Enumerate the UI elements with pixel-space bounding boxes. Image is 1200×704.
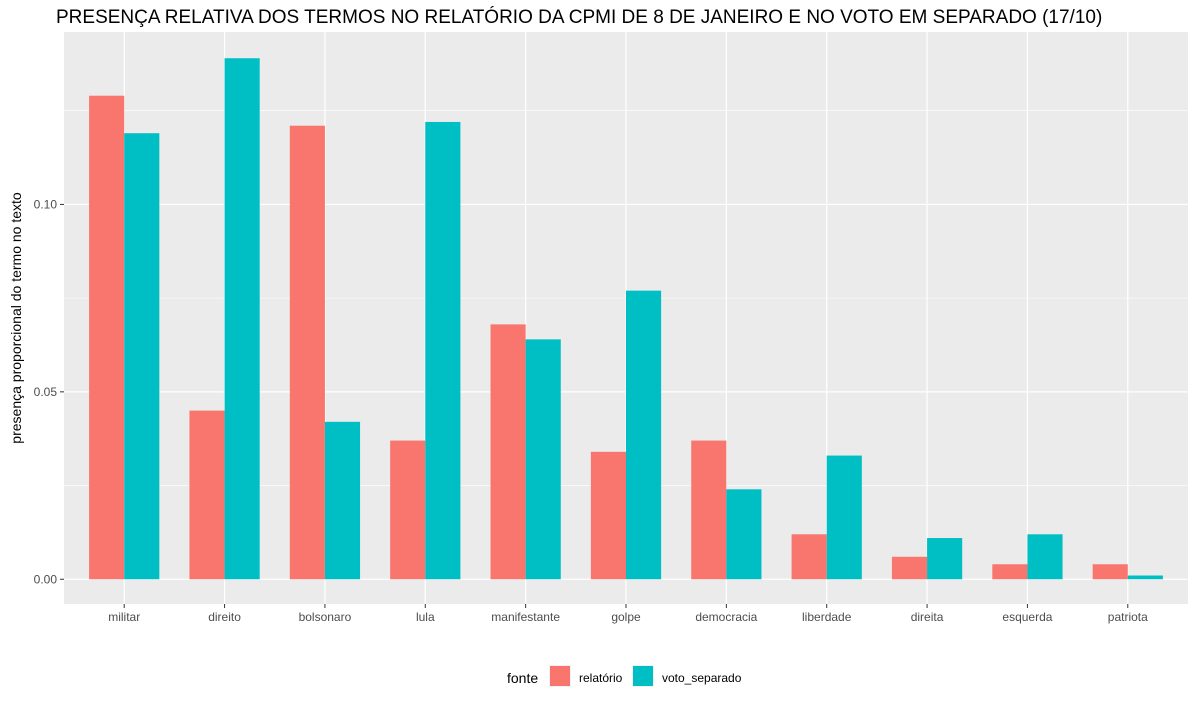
bar-voto_separado-lula: [425, 121, 461, 580]
y-axis-ticks: 0.00 0.05 0.10: [34, 197, 64, 586]
bars: [89, 58, 1163, 580]
legend-label: voto_separado: [662, 671, 742, 685]
bar-relatrio-militar: [89, 95, 125, 580]
bar-relatrio-direita: [891, 556, 928, 580]
x-tick-label: militar: [108, 610, 140, 624]
bar-relatrio-democracia: [691, 440, 727, 580]
x-tick-label: direito: [208, 610, 241, 624]
bar-relatrio-direito: [189, 410, 225, 580]
y-tick-label: 0.05: [34, 385, 58, 399]
bar-relatrio-lula: [390, 440, 426, 580]
legend-label: relatório: [579, 671, 623, 685]
x-tick-label: lula: [416, 610, 435, 624]
x-tick-label: liberdade: [802, 610, 852, 624]
bar-voto_separado-direito: [224, 58, 260, 580]
x-tick-label: manifestante: [491, 610, 560, 624]
x-tick-label: direita: [911, 610, 944, 624]
legend: fonte relatório voto_separado: [507, 665, 742, 687]
bar-relatrio-golpe: [590, 451, 626, 580]
bar-voto_separado-manifestante: [525, 339, 561, 580]
bar-voto_separado-liberdade: [826, 455, 862, 580]
y-tick-label: 0.10: [34, 197, 58, 211]
y-axis-title: presença proporcional do termo no texto: [8, 192, 24, 444]
x-tick-label: patriota: [1108, 610, 1148, 624]
legend-title: fonte: [507, 670, 538, 686]
bar-relatrio-esquerda: [992, 564, 1028, 580]
bar-voto_separado-golpe: [626, 290, 662, 580]
legend-key: [550, 666, 570, 686]
bar-relatrio-manifestante: [490, 324, 526, 580]
x-tick-label: golpe: [611, 610, 641, 624]
x-tick-label: esquerda: [1002, 610, 1052, 624]
x-tick-label: bolsonaro: [299, 610, 352, 624]
bar-voto_separado-bolsonaro: [324, 421, 361, 580]
bar-voto_separado-esquerda: [1027, 534, 1063, 580]
bar-relatrio-liberdade: [791, 534, 827, 580]
bar-voto_separado-democracia: [726, 489, 762, 580]
legend-key: [633, 666, 653, 686]
bar-voto_separado-patriota: [1127, 575, 1163, 580]
chart-title: PRESENÇA RELATIVA DOS TERMOS NO RELATÓRI…: [56, 6, 1102, 28]
y-tick-label: 0.00: [34, 572, 58, 586]
bar-voto_separado-militar: [124, 133, 160, 580]
x-tick-label: democracia: [695, 610, 757, 624]
bar-voto_separado-direita: [927, 538, 963, 580]
bar-relatrio-bolsonaro: [289, 125, 325, 580]
x-axis-ticks: militar direito bolsonaro lula manifestante g…: [108, 604, 1148, 624]
bar-relatrio-patriota: [1092, 564, 1128, 580]
